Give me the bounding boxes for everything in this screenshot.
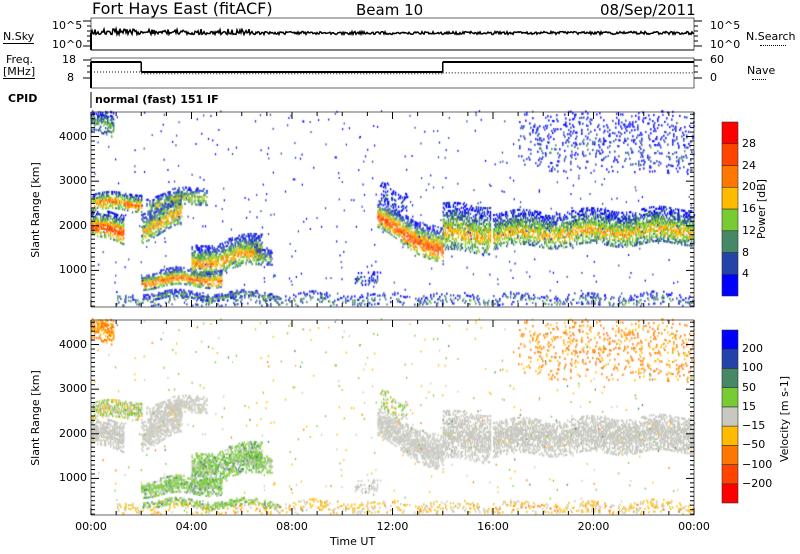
velocity-colorbar-tick-label: 100 bbox=[742, 361, 763, 375]
power-colorbar-segment bbox=[721, 273, 739, 297]
velocity-colorbar-segment bbox=[721, 464, 739, 485]
velocity-y-tick-label: 3000 bbox=[59, 382, 87, 396]
power-y-tick-label: 1000 bbox=[59, 263, 87, 277]
velocity-colorbar-label-text: Velocity [m s-1] bbox=[778, 375, 791, 463]
nave-tick-0: 0 bbox=[710, 71, 717, 84]
velocity-colorbar-segment bbox=[721, 329, 739, 350]
power-y-tick-label: 2000 bbox=[59, 218, 87, 232]
power-colorbar-tick-label: 24 bbox=[742, 158, 756, 172]
power-colorbar-label-text: Power [dB] bbox=[755, 179, 768, 239]
power-y-tick-label: 4000 bbox=[59, 129, 87, 143]
power-colorbar-segment bbox=[721, 143, 739, 166]
velocity-colorbar-tick-label: 50 bbox=[742, 380, 756, 394]
velocity-y-tick-label: 2000 bbox=[59, 426, 87, 440]
velocity-colorbar-tick-label: 200 bbox=[742, 342, 763, 356]
power-panel-frame bbox=[90, 111, 695, 308]
velocity-y-tick-label: 4000 bbox=[59, 337, 87, 351]
power-colorbar-segment bbox=[721, 165, 739, 188]
freq-label: Freq. bbox=[6, 53, 34, 66]
noise-left-tick-bottom: 10^0 bbox=[52, 38, 83, 51]
noise-right-tick-bottom: 10^0 bbox=[710, 38, 741, 51]
velocity-colorbar-segment bbox=[721, 368, 739, 388]
freq-tick-18: 18 bbox=[62, 53, 76, 66]
velocity-panel-frame bbox=[90, 319, 695, 516]
velocity-colorbar-tick-label: −200 bbox=[742, 476, 773, 490]
power-colorbar-tick-label: 12 bbox=[742, 223, 756, 237]
time-tick-label: 00:00 bbox=[75, 520, 107, 533]
power-colorbar-tick-label: 20 bbox=[742, 180, 756, 194]
freq-unit-label: [MHz] bbox=[3, 65, 36, 79]
power-colorbar-segment bbox=[721, 121, 739, 145]
power-colorbar-tick-label: 8 bbox=[742, 245, 749, 259]
velocity-colorbar-segment bbox=[721, 445, 739, 465]
time-tick-label: 08:00 bbox=[276, 520, 308, 533]
velocity-colorbar-segment bbox=[721, 348, 739, 369]
velocity-colorbar-tick-label: −50 bbox=[742, 438, 766, 452]
velocity-colorbar-segment bbox=[721, 425, 739, 446]
time-tick-label: 12:00 bbox=[376, 520, 409, 533]
power-colorbar-label: Power [dB] bbox=[712, 179, 800, 239]
velocity-colorbar-tick-label: −100 bbox=[742, 457, 773, 471]
time-tick-label: 20:00 bbox=[577, 520, 610, 533]
velocity-ylabel: Slant Range [km] bbox=[0, 370, 86, 466]
velocity-colorbar-segment bbox=[721, 387, 739, 408]
time-tick-label: 04:00 bbox=[175, 520, 208, 533]
noise-left-tick-top: 10^5 bbox=[52, 19, 83, 32]
power-colorbar-tick-label: 16 bbox=[742, 202, 756, 215]
time-axis-label: Time UT bbox=[330, 535, 376, 548]
noise-search-legend-line bbox=[760, 45, 786, 46]
nave-tick-60: 60 bbox=[710, 53, 724, 66]
noise-sky-line bbox=[90, 25, 695, 37]
freq-tick-8: 8 bbox=[67, 71, 74, 84]
noise-search-label: N.Search bbox=[746, 30, 796, 43]
date-label: 08/Sep/2011 bbox=[600, 1, 696, 19]
velocity-colorbar-segment bbox=[721, 483, 739, 504]
station-title: Fort Hays East (fitACF) bbox=[92, 0, 273, 18]
noise-right-tick-top: 10^5 bbox=[710, 19, 741, 32]
velocity-colorbar-tick-label: −15 bbox=[742, 419, 766, 433]
nave-label: Nave bbox=[747, 64, 776, 77]
time-tick-label: 00:00 bbox=[678, 520, 710, 533]
power-colorbar-tick-label: 4 bbox=[742, 267, 749, 281]
noise-sky-label: N.Sky bbox=[3, 30, 35, 44]
power-colorbar-segment bbox=[721, 230, 739, 253]
power-colorbar-segment bbox=[721, 252, 739, 275]
nave-legend-line bbox=[752, 79, 766, 80]
velocity-colorbar-tick-label: 15 bbox=[742, 399, 756, 413]
cpid-label: CPID bbox=[8, 92, 38, 105]
power-ylabel: Slant Range [km] bbox=[0, 162, 86, 258]
power-colorbar-tick-label: 28 bbox=[742, 136, 756, 150]
velocity-y-tick-label: 1000 bbox=[59, 471, 87, 485]
power-y-tick-label: 3000 bbox=[59, 174, 87, 188]
beam-label: Beam 10 bbox=[356, 1, 424, 19]
time-tick-label: 16:00 bbox=[477, 520, 509, 533]
cpid-value: normal (fast) 151 IF bbox=[95, 93, 219, 106]
